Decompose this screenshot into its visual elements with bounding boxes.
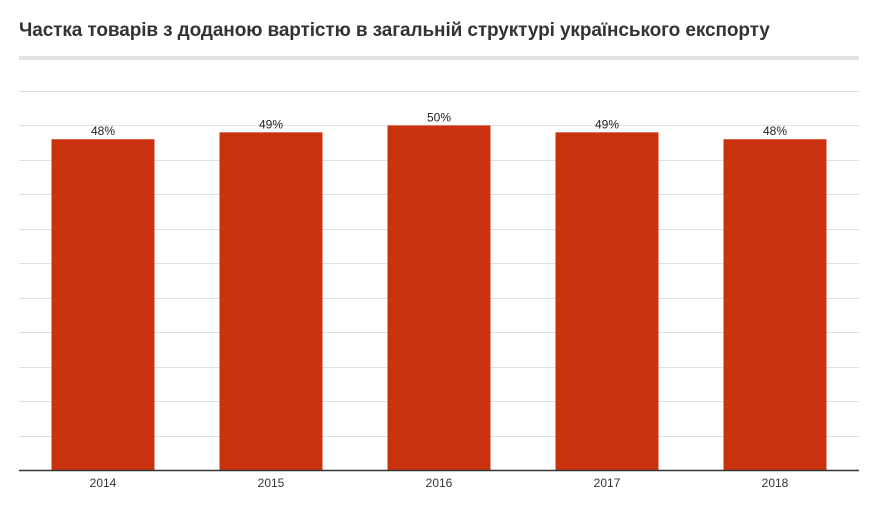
data-label-2016: 50% — [427, 110, 451, 124]
title-divider — [19, 56, 859, 60]
data-labels: 48% 49% 50% 49% 48% — [91, 110, 787, 138]
data-label-2017: 49% — [595, 117, 619, 131]
bar-2018 — [723, 139, 827, 470]
data-label-2014: 48% — [91, 124, 115, 138]
chart-title: Частка товарів з доданою вартістю в зага… — [19, 20, 770, 41]
bar-2015 — [219, 132, 323, 470]
bar-2014 — [51, 139, 155, 470]
x-tick-label-2016: 2016 — [426, 476, 453, 490]
data-label-2015: 49% — [259, 117, 283, 131]
x-tick-label-2014: 2014 — [90, 476, 117, 490]
x-tick-label-2018: 2018 — [762, 476, 789, 490]
bar-2017 — [555, 132, 659, 470]
x-axis-ticks: 2014 2015 2016 2017 2018 — [90, 476, 789, 490]
x-tick-label-2015: 2015 — [258, 476, 285, 490]
data-label-2018: 48% — [763, 124, 787, 138]
x-tick-label-2017: 2017 — [594, 476, 621, 490]
bars — [51, 125, 827, 471]
bar-2016 — [387, 125, 491, 471]
